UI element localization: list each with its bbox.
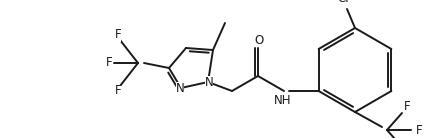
Text: F: F [115,84,122,98]
Text: N: N [204,75,214,88]
Text: F: F [106,56,112,70]
Text: F: F [416,124,422,136]
Text: F: F [115,29,122,42]
Text: F: F [404,99,410,112]
Text: Cl: Cl [337,0,349,6]
Text: N: N [176,82,184,95]
Text: NH: NH [274,94,292,107]
Text: O: O [254,34,263,47]
